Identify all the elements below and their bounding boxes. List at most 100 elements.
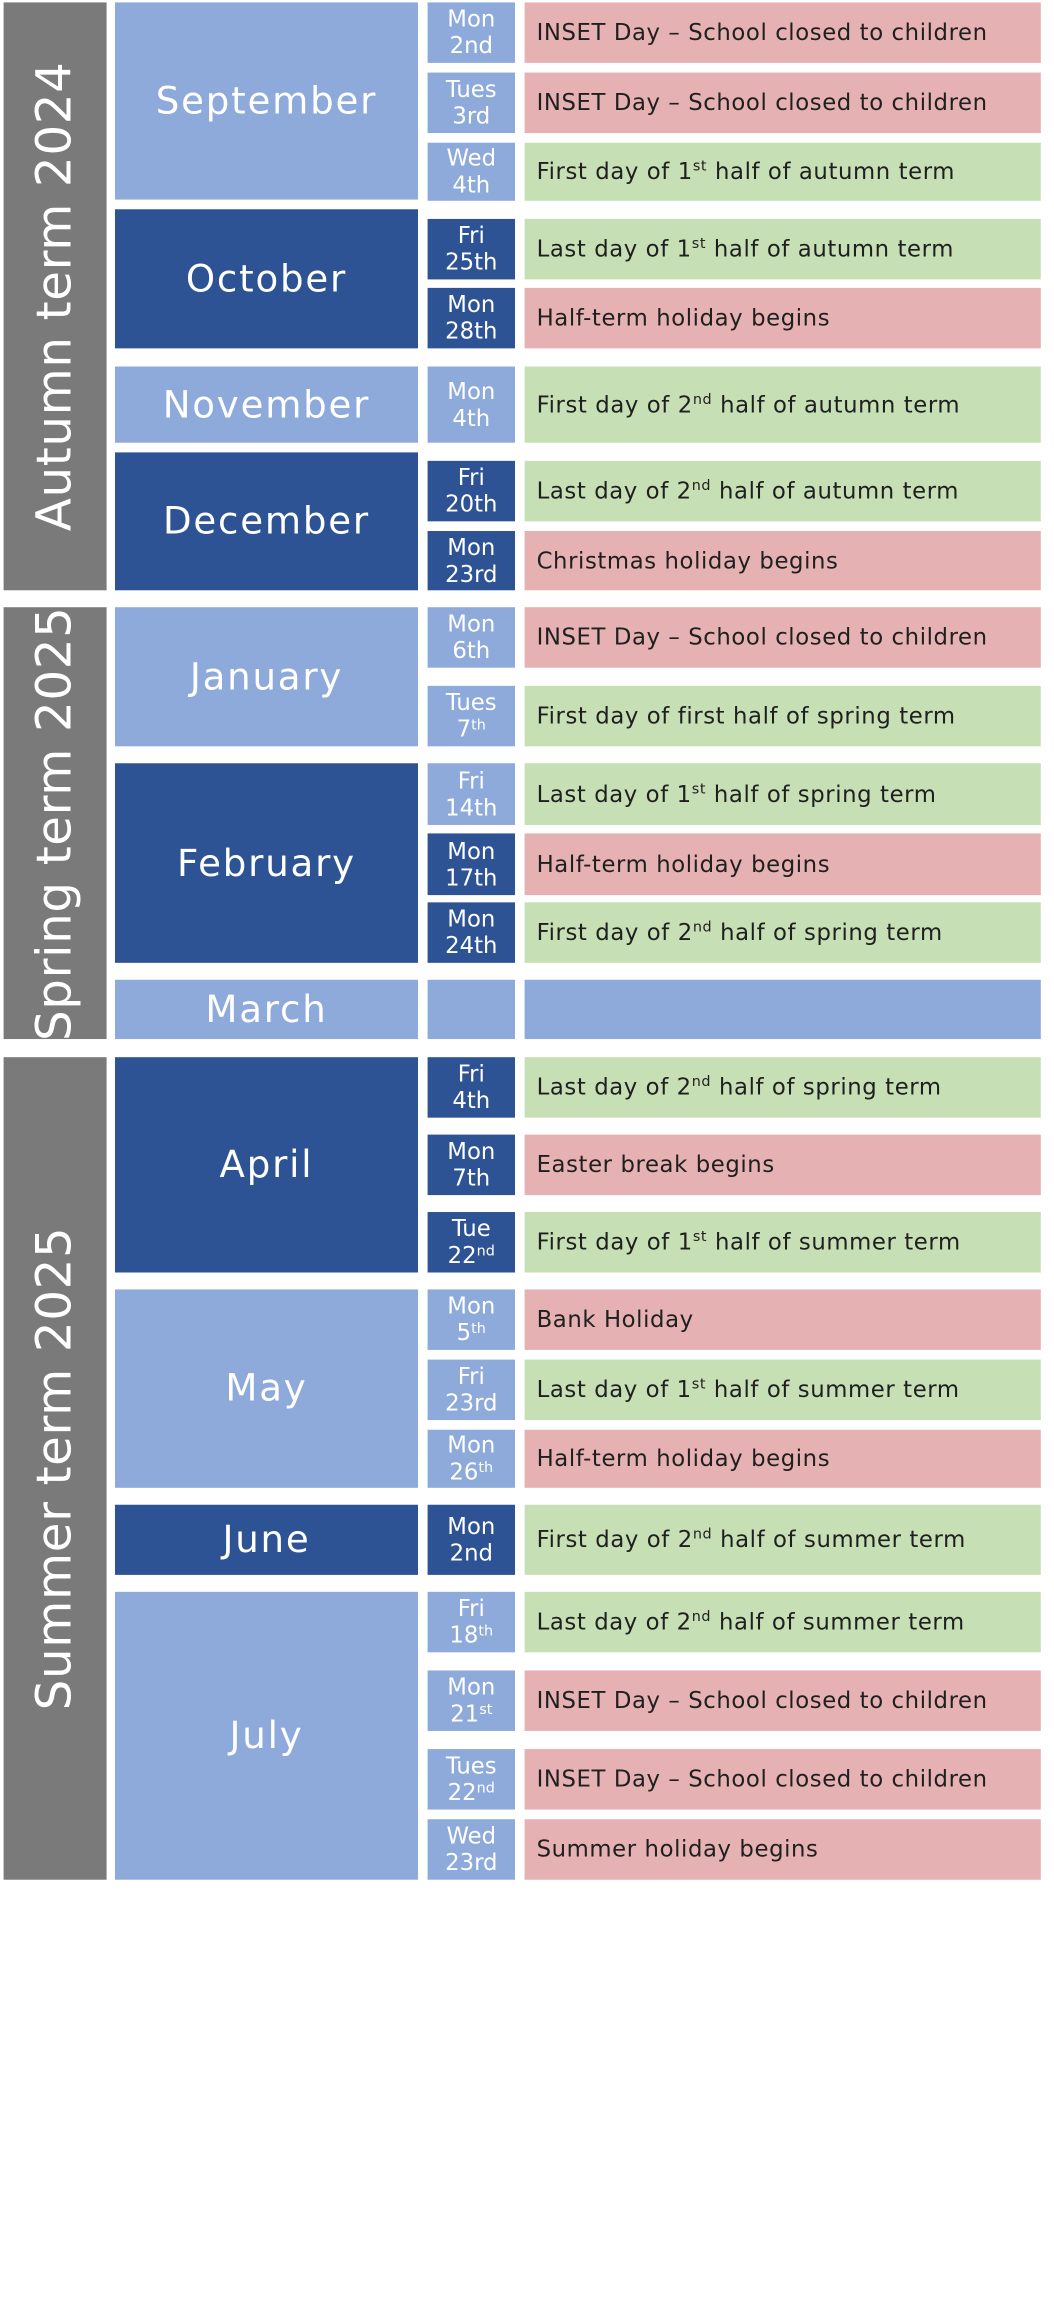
ordinal-suffix: st — [691, 779, 707, 797]
day-of-week: Fri — [457, 464, 485, 492]
day-of-week: Mon — [447, 1432, 496, 1459]
month-january: January — [114, 607, 418, 747]
event-text-part: First day of 1 — [536, 1228, 693, 1256]
event-text-part: half of spring term — [706, 780, 937, 808]
event-text-part: INSET Day – School closed to children — [536, 19, 988, 46]
event-text-part: half of summer term — [706, 1376, 960, 1404]
event-text-part: INSET Day – School closed to children — [536, 1687, 988, 1715]
date-cell: Mon 23rd — [427, 531, 516, 591]
event-cell-empty — [524, 979, 1041, 1040]
date-cell: Fri 23rd — [427, 1359, 516, 1421]
event-cell-school: Last day of 1st half of autumn term — [524, 218, 1041, 280]
event-text-part: half of autumn term — [706, 235, 954, 263]
month-march: March — [114, 979, 418, 1040]
day-of-week: Mon — [447, 378, 496, 405]
date-cell: Mon 5th — [427, 1289, 516, 1350]
event-text: Last day of 1st half of autumn term — [537, 236, 954, 263]
month-april: April — [114, 1057, 418, 1273]
event-text: Last day of 2nd half of autumn term — [537, 478, 960, 505]
ordinal-suffix: st — [692, 157, 708, 175]
day-of-week: Fri — [457, 767, 485, 795]
day-of-week: Mon — [447, 534, 496, 561]
day-number-text: 17th — [445, 864, 498, 891]
event-text: First day of first half of spring term — [537, 703, 956, 730]
ordinal-suffix: st — [692, 1227, 708, 1245]
date-cell: Tues 22nd — [427, 1749, 516, 1810]
event-cell-school: First day of 2nd half of autumn term — [524, 366, 1041, 443]
event-text-part: Last day of 1 — [536, 1376, 692, 1404]
day-of-week: Wed — [446, 145, 497, 172]
day-number: 5th — [457, 1320, 486, 1347]
day-number: 22nd — [448, 1779, 495, 1806]
event-text-part: Summer holiday begins — [536, 1836, 819, 1863]
day-number-text: 18 — [449, 1622, 479, 1649]
event-cell-holiday: INSET Day – School closed to children — [524, 2, 1041, 63]
day-number-text: 22 — [447, 1779, 477, 1806]
day-number-text: 14th — [445, 794, 498, 821]
event-text-part: half of spring term — [711, 1074, 942, 1101]
event-text: Easter break begins — [537, 1152, 775, 1179]
day-number-text: 4th — [452, 1087, 491, 1115]
event-text: First day of 1st half of autumn term — [537, 158, 956, 185]
day-of-week: Mon — [447, 291, 496, 319]
date-cell: Mon 26th — [427, 1429, 516, 1488]
day-suffix: st — [479, 1700, 493, 1718]
event-text-part: Half-term holiday begins — [536, 850, 831, 878]
event-cell-holiday: Easter break begins — [524, 1134, 1041, 1196]
event-cell-holiday: Bank Holiday — [524, 1289, 1041, 1350]
day-number-text: 22 — [447, 1242, 477, 1269]
month-september: September — [114, 2, 418, 200]
date-cell: Mon 4th — [427, 366, 516, 443]
day-number-text: 3rd — [452, 102, 491, 130]
day-number: 20th — [445, 491, 497, 518]
term-label: Spring term 2025 — [27, 605, 83, 1041]
day-number-text: 28th — [445, 318, 498, 345]
day-number: 2nd — [450, 1540, 493, 1567]
event-text: Half-term holiday begins — [537, 851, 831, 878]
event-cell-school: First day of 2nd half of summer term — [524, 1504, 1041, 1575]
date-cell: Mon 17th — [427, 833, 516, 896]
day-of-week: Mon — [447, 1674, 496, 1701]
day-number-text: 23rd — [445, 560, 498, 588]
event-text-part: half of summer term — [711, 1608, 965, 1636]
day-number: 23rd — [445, 1390, 497, 1417]
month-june: June — [114, 1504, 418, 1575]
event-text: First day of 2nd half of summer term — [537, 1527, 966, 1554]
day-number: 17th — [445, 864, 497, 891]
date-cell: Mon 2nd — [427, 1504, 516, 1575]
event-cell-holiday: Half-term holiday begins — [524, 1429, 1041, 1488]
ordinal-suffix: nd — [691, 1607, 712, 1625]
event-cell-holiday: Half-term holiday begins — [524, 833, 1041, 896]
ordinal-suffix: st — [691, 234, 707, 252]
event-cell-school: First day of 2nd half of spring term — [524, 902, 1041, 963]
event-text: Half-term holiday begins — [537, 1445, 831, 1472]
term-band-spring: Spring term 2025 — [3, 605, 107, 1041]
event-cell-school: Last day of 2nd half of spring term — [524, 1057, 1041, 1118]
day-number: 21st — [450, 1701, 492, 1728]
date-cell: Tues 3rd — [427, 72, 516, 134]
day-of-week: Mon — [447, 6, 496, 33]
event-text: Half-term holiday begins — [537, 305, 831, 332]
day-number: 26th — [449, 1459, 493, 1486]
date-cell: Fri 4th — [427, 1057, 516, 1118]
day-number-text: 2nd — [449, 1539, 493, 1567]
day-of-week: Mon — [447, 1138, 496, 1165]
day-suffix: th — [478, 1458, 494, 1476]
day-number-text: 23rd — [445, 1389, 498, 1417]
term-band-autumn: Autumn term 2024 — [3, 2, 107, 591]
event-cell-school: First day of 1st half of autumn term — [524, 142, 1041, 201]
event-text: INSET Day – School closed to children — [537, 624, 988, 651]
day-number: 28th — [445, 318, 497, 345]
event-text: Last day of 2nd half of summer term — [537, 1609, 965, 1636]
event-text-part: Bank Holiday — [536, 1306, 694, 1333]
event-text-part: half of autumn term — [711, 477, 960, 505]
event-text-part: First day of 1 — [536, 158, 693, 186]
day-suffix: nd — [476, 1242, 495, 1260]
day-number: 23rd — [445, 561, 497, 588]
day-of-week: Mon — [447, 1293, 496, 1320]
ordinal-suffix: st — [691, 1375, 707, 1393]
month-july: July — [114, 1591, 418, 1880]
day-number: 14th — [445, 794, 497, 821]
day-number: 4th — [452, 172, 490, 199]
day-of-week: Tues — [445, 76, 497, 103]
